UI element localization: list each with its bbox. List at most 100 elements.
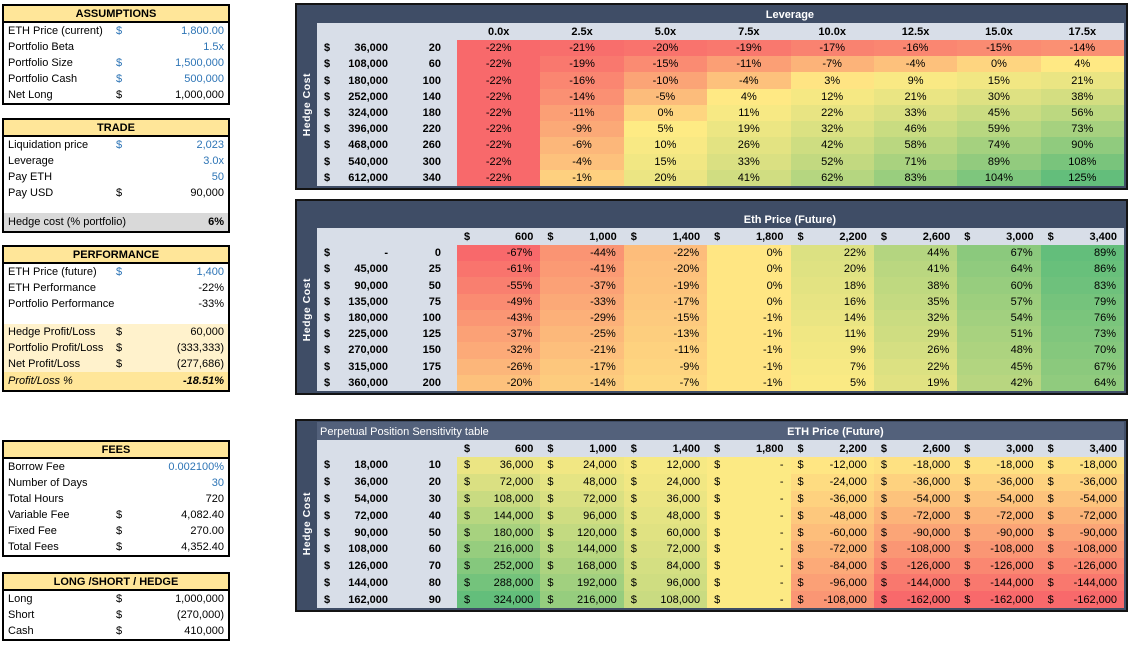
heatmap-cell[interactable]: 54% xyxy=(957,309,1041,327)
heatmap-cell[interactable]: 11% xyxy=(707,104,791,122)
row-header-units[interactable]: 125 xyxy=(397,326,447,343)
row-header-units[interactable]: 340 xyxy=(397,169,447,186)
cell-value[interactable]: 1,800.00 xyxy=(181,25,224,37)
row-header-units[interactable]: 100 xyxy=(397,309,447,327)
heatmap-cell[interactable]: -22% xyxy=(457,104,541,122)
heatmap-cell[interactable]: $ -36,000 xyxy=(1040,473,1124,491)
heatmap-cell[interactable]: $180,000 xyxy=(457,524,541,541)
cell-value[interactable]: 1,000,000 xyxy=(175,593,224,605)
heatmap-cell[interactable]: 73% xyxy=(1040,121,1124,138)
heatmap-cell[interactable]: -32% xyxy=(457,342,541,359)
row-header-units[interactable]: 60 xyxy=(397,540,447,558)
cell-value[interactable]: 1,000,000 xyxy=(175,89,224,101)
heatmap-cell[interactable]: 42% xyxy=(957,374,1041,391)
column-header[interactable]: 17.5x xyxy=(1068,25,1097,38)
column-header[interactable]: $3,400 xyxy=(1041,228,1124,245)
heatmap-cell[interactable]: $ -18,000 xyxy=(957,457,1041,474)
heatmap-cell[interactable]: -14% xyxy=(540,88,624,105)
heatmap-cell[interactable]: 58% xyxy=(873,137,958,154)
heatmap-cell[interactable]: 125% xyxy=(1040,169,1124,186)
column-header[interactable]: 0.0x xyxy=(487,25,510,38)
heatmap-cell[interactable]: 41% xyxy=(707,169,791,186)
heatmap-cell[interactable]: $ - xyxy=(707,524,791,541)
heatmap-cell[interactable]: -22% xyxy=(457,169,541,186)
heatmap-cell[interactable]: 41% xyxy=(873,261,958,278)
heatmap-cell[interactable]: -19% xyxy=(707,40,791,57)
column-header[interactable]: 5.0x xyxy=(654,25,677,38)
row-header-hedge-cost[interactable]: $54,000 xyxy=(317,490,397,508)
heatmap-cell[interactable]: $144,000 xyxy=(540,540,624,558)
heatmap-cell[interactable]: 15% xyxy=(957,72,1041,89)
cell-value[interactable]: 4,352.40 xyxy=(181,541,224,553)
heatmap-cell[interactable]: -9% xyxy=(540,121,624,138)
row-header-hedge-cost[interactable]: $36,000 xyxy=(317,40,397,57)
heatmap-cell[interactable]: 22% xyxy=(790,104,874,122)
heatmap-cell[interactable]: $24,000 xyxy=(623,473,708,491)
heatmap-cell[interactable]: 32% xyxy=(873,309,958,327)
heatmap-cell[interactable]: -21% xyxy=(540,342,624,359)
heatmap-cell[interactable]: 79% xyxy=(1040,293,1124,310)
column-header[interactable]: $3,400 xyxy=(1041,440,1124,457)
heatmap-cell[interactable]: $ -108,000 xyxy=(790,591,874,609)
cell-value[interactable]: (270,000) xyxy=(176,609,224,621)
heatmap-cell[interactable]: -22% xyxy=(457,153,541,170)
row-header-units[interactable]: 100 xyxy=(397,72,447,89)
row-header-hedge-cost[interactable]: $225,000 xyxy=(317,326,397,343)
column-header[interactable]: $600 xyxy=(457,440,540,457)
heatmap-cell[interactable]: $ -72,000 xyxy=(873,507,958,525)
cell-value[interactable]: -18.51% xyxy=(183,375,224,387)
heatmap-cell[interactable]: $ -60,000 xyxy=(790,524,874,541)
heatmap-cell[interactable]: 64% xyxy=(1040,374,1124,391)
heatmap-cell[interactable]: $216,000 xyxy=(457,540,541,558)
heatmap-cell[interactable]: $ -54,000 xyxy=(957,490,1041,508)
column-header[interactable]: $600 xyxy=(457,228,540,245)
heatmap-cell[interactable]: -1% xyxy=(707,309,791,327)
row-header-hedge-cost[interactable]: $360,000 xyxy=(317,374,397,391)
heatmap-cell[interactable]: $ -126,000 xyxy=(957,557,1041,575)
heatmap-cell[interactable]: 19% xyxy=(707,121,791,138)
heatmap-cell[interactable]: $ -96,000 xyxy=(790,574,874,592)
row-header-hedge-cost[interactable]: $108,000 xyxy=(317,56,397,73)
heatmap-cell[interactable]: $120,000 xyxy=(540,524,624,541)
heatmap-cell[interactable]: -20% xyxy=(623,40,708,57)
heatmap-cell[interactable]: $ - xyxy=(707,473,791,491)
heatmap-cell[interactable]: -55% xyxy=(457,277,541,294)
heatmap-cell[interactable]: $ - xyxy=(707,507,791,525)
column-header[interactable]: 12.5x xyxy=(901,25,930,38)
row-header-units[interactable]: 220 xyxy=(397,121,447,138)
heatmap-cell[interactable]: $ -18,000 xyxy=(1040,457,1124,474)
row-header-units[interactable]: 40 xyxy=(397,507,447,525)
cell-value[interactable]: 270.00 xyxy=(190,525,224,537)
heatmap-cell[interactable]: 48% xyxy=(957,342,1041,359)
heatmap-cell[interactable]: $48,000 xyxy=(623,507,708,525)
heatmap-cell[interactable]: $324,000 xyxy=(457,591,541,609)
heatmap-cell[interactable]: 0% xyxy=(707,261,791,278)
heatmap-cell[interactable]: -19% xyxy=(540,56,624,73)
heatmap-cell[interactable]: $ -72,000 xyxy=(1040,507,1124,525)
cell-value[interactable]: 500,000 xyxy=(184,73,224,85)
heatmap-cell[interactable]: 21% xyxy=(873,88,958,105)
heatmap-cell[interactable]: 86% xyxy=(1040,261,1124,278)
heatmap-cell[interactable]: $ -72,000 xyxy=(957,507,1041,525)
cell-value[interactable]: 90,000 xyxy=(190,187,224,199)
heatmap-cell[interactable]: $ -24,000 xyxy=(790,473,874,491)
heatmap-cell[interactable]: $48,000 xyxy=(540,473,624,491)
heatmap-cell[interactable]: -17% xyxy=(790,40,874,57)
column-header[interactable]: $1,000 xyxy=(540,228,623,245)
heatmap-cell[interactable]: $ -18,000 xyxy=(873,457,958,474)
heatmap-cell[interactable]: 59% xyxy=(957,121,1041,138)
row-header-units[interactable]: 50 xyxy=(397,524,447,541)
row-header-hedge-cost[interactable]: $ - xyxy=(317,245,397,262)
heatmap-cell[interactable]: 32% xyxy=(790,121,874,138)
heatmap-cell[interactable]: 19% xyxy=(873,374,958,391)
heatmap-cell[interactable]: -43% xyxy=(457,309,541,327)
heatmap-cell[interactable]: -33% xyxy=(540,293,624,310)
heatmap-cell[interactable]: 67% xyxy=(957,245,1041,262)
heatmap-cell[interactable]: $ -72,000 xyxy=(790,540,874,558)
heatmap-cell[interactable]: -13% xyxy=(623,326,708,343)
heatmap-cell[interactable]: -22% xyxy=(457,72,541,89)
heatmap-cell[interactable]: -14% xyxy=(1040,40,1124,57)
heatmap-cell[interactable]: $ -90,000 xyxy=(1040,524,1124,541)
heatmap-cell[interactable]: $72,000 xyxy=(457,473,541,491)
heatmap-cell[interactable]: -15% xyxy=(623,309,708,327)
